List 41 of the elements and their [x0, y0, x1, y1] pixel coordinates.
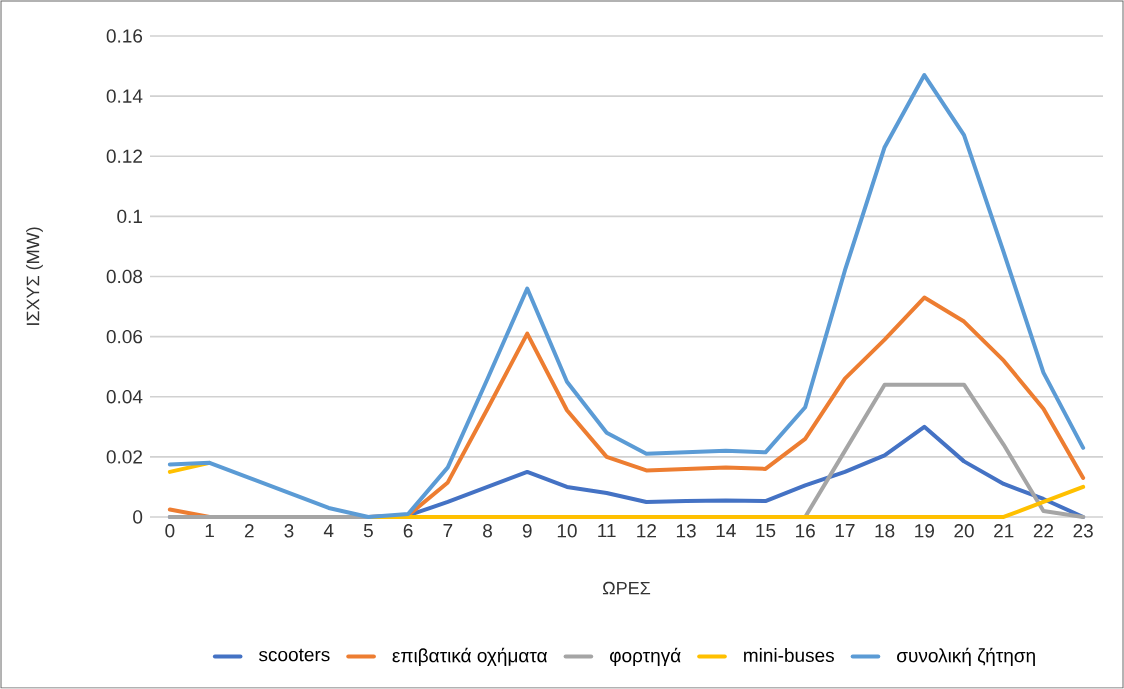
x-tick-label: 2 [244, 524, 254, 538]
y-tick-label: 0.16 [106, 29, 143, 43]
x-tick-label: 20 [954, 524, 974, 538]
x-axis-title: ΩΡΕΣ [602, 581, 651, 595]
legend-label: συνολική ζήτηση [897, 647, 1035, 667]
y-tick-label: 0.06 [106, 329, 143, 344]
x-tick-label: 5 [363, 524, 373, 538]
x-tick-label: 16 [796, 524, 815, 538]
y-tick-label: 0.1 [117, 209, 142, 224]
x-tick-label: 10 [557, 524, 577, 538]
y-tick-label: 0.12 [106, 149, 142, 163]
x-tick-label: 14 [716, 524, 736, 538]
line-series [167, 73, 1086, 519]
x-tick-label: 15 [756, 524, 776, 538]
x-tick-label: 21 [994, 524, 1014, 538]
x-tick-label: 19 [915, 524, 934, 538]
legend-label: mini-buses [744, 648, 834, 663]
x-tick-label: 7 [443, 524, 453, 538]
legend-label: φορτηγά [610, 647, 681, 667]
x-tick-label: 11 [598, 524, 616, 538]
y-tick-label: 0.08 [106, 269, 143, 284]
y-tick-label: 0.02 [106, 450, 142, 464]
x-tick-label: 8 [483, 524, 492, 538]
x-tick-label: 13 [676, 524, 696, 538]
x-tick-label: 12 [637, 524, 656, 538]
y-tick-label: 0 [133, 510, 143, 524]
y-tick-label: 0.14 [106, 89, 143, 103]
x-tick-label: 18 [875, 524, 895, 538]
x-tick-label: 22 [1033, 524, 1054, 538]
x-tick-label: 17 [835, 524, 855, 538]
y-axis-title: ΙΣΧΥΣ (MW) [26, 227, 43, 325]
x-tick-label: 9 [522, 524, 532, 538]
x-tick-label: 4 [323, 524, 334, 538]
legend-label: scooters [259, 648, 330, 662]
x-tick-label: 0 [165, 524, 175, 538]
legend-label: επιβατικά οχήματα [392, 647, 548, 667]
x-tick-label: 23 [1073, 524, 1093, 538]
x-tick-label: 6 [403, 524, 413, 538]
x-tick-label: 3 [284, 524, 294, 538]
x-tick-label: 1 [205, 524, 214, 538]
y-tick-label: 0.04 [106, 390, 143, 404]
